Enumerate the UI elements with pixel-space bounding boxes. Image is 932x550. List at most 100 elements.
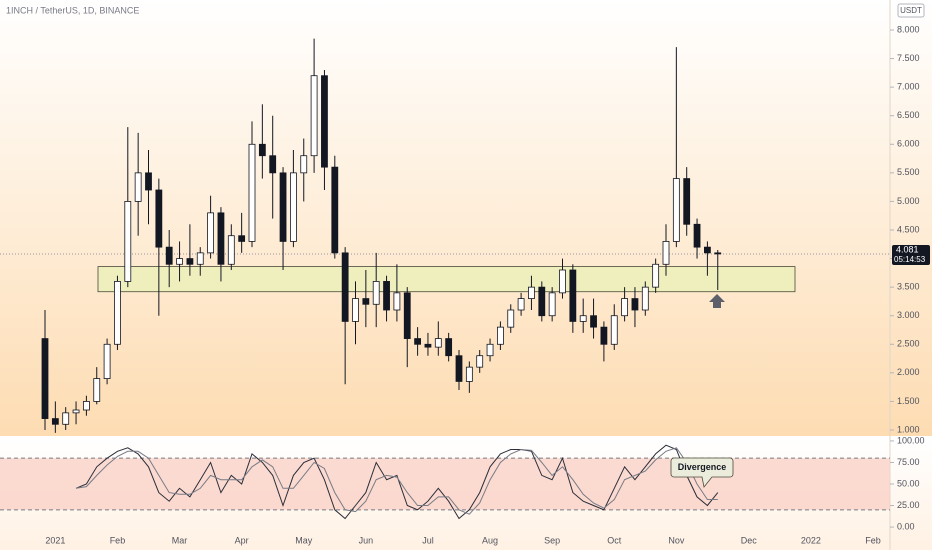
candle-body bbox=[289, 172, 297, 242]
y-tick-label: 7.000 bbox=[897, 82, 920, 92]
y2-tick-label: 75.00 bbox=[897, 457, 920, 467]
candle-body bbox=[165, 246, 173, 265]
candle-body bbox=[414, 338, 422, 345]
candle-body bbox=[434, 338, 442, 348]
candle-body bbox=[321, 75, 328, 168]
y-tick-label: 6.500 bbox=[897, 110, 920, 120]
candle-body bbox=[134, 172, 142, 202]
candle-body bbox=[590, 315, 597, 328]
candle-body bbox=[51, 418, 59, 425]
candle-body bbox=[145, 172, 152, 191]
y-tick-label: 6.000 bbox=[897, 139, 920, 149]
candle-body bbox=[507, 309, 515, 328]
candle-body bbox=[72, 409, 80, 414]
x-tick-label: Nov bbox=[668, 535, 685, 545]
candle-body bbox=[652, 263, 660, 288]
candle-body bbox=[610, 315, 618, 345]
x-tick-label: Sep bbox=[544, 535, 560, 545]
candle-body bbox=[393, 292, 401, 311]
candle-body bbox=[217, 212, 225, 265]
candle-body bbox=[331, 166, 339, 254]
candle-body bbox=[103, 343, 111, 379]
annotation-bubble bbox=[670, 457, 734, 488]
candle-body bbox=[455, 355, 463, 382]
candle-body bbox=[186, 258, 194, 265]
support-zone bbox=[97, 266, 796, 293]
candle-body bbox=[383, 281, 390, 311]
x-tick-label: Apr bbox=[235, 535, 249, 545]
candle-body bbox=[662, 241, 670, 265]
candle-body bbox=[227, 235, 235, 265]
candle-body bbox=[496, 326, 504, 345]
candle-body bbox=[641, 286, 649, 311]
plot: 1.0001.5002.0002.5003.0003.5004.0004.500… bbox=[0, 24, 930, 545]
candle-body bbox=[683, 178, 691, 225]
y-tick-label: 2.000 bbox=[897, 367, 920, 377]
indicator-band bbox=[0, 458, 890, 510]
candle-body bbox=[341, 252, 349, 322]
y-tick-label: 3.500 bbox=[897, 282, 920, 292]
countdown-label: 05:14:53 bbox=[894, 255, 926, 264]
y2-tick-label: 0.00 bbox=[897, 521, 915, 531]
indicator-line bbox=[75, 447, 718, 515]
candle-body bbox=[714, 252, 722, 255]
candle-body bbox=[269, 155, 277, 174]
candle-body bbox=[569, 269, 577, 322]
candle-body bbox=[476, 355, 484, 368]
candle-body bbox=[538, 286, 546, 317]
candle-body bbox=[517, 298, 525, 311]
y2-tick-label: 100.00 bbox=[897, 435, 925, 445]
annotation-label: Divergence bbox=[678, 462, 727, 472]
candle-body bbox=[279, 172, 287, 242]
candle-body bbox=[248, 143, 256, 242]
candle-body bbox=[62, 412, 70, 425]
x-tick-label: 2022 bbox=[801, 535, 821, 545]
candle-body bbox=[704, 246, 711, 254]
x-tick-label: May bbox=[295, 535, 313, 545]
last-price-label: 4.081 bbox=[896, 244, 919, 254]
y-tick-label: 3.000 bbox=[897, 310, 920, 320]
candle-body bbox=[196, 252, 204, 265]
chart-title: 1INCH / TetherUS, 1D, BINANCE bbox=[6, 5, 139, 15]
candle-body bbox=[465, 366, 473, 382]
main-pane bbox=[0, 0, 932, 436]
y-tick-label: 7.500 bbox=[897, 53, 920, 63]
last-price-box bbox=[892, 244, 930, 265]
x-tick-label: Aug bbox=[482, 535, 498, 545]
candle-body bbox=[693, 223, 701, 248]
candle-body bbox=[258, 143, 266, 157]
currency-box bbox=[897, 3, 925, 18]
y-tick-label: 5.000 bbox=[897, 196, 920, 206]
candle-body bbox=[362, 298, 370, 305]
y-tick-label: 1.500 bbox=[897, 396, 920, 406]
x-tick-label: 2021 bbox=[45, 535, 65, 545]
candle-body bbox=[207, 212, 215, 254]
candle-body bbox=[548, 292, 556, 317]
candle-body bbox=[424, 343, 432, 348]
candle-body bbox=[486, 343, 494, 357]
candle-body bbox=[403, 292, 411, 339]
candle-body bbox=[621, 298, 628, 317]
candle-body bbox=[93, 378, 101, 402]
candle-body bbox=[372, 281, 380, 305]
candle-body bbox=[352, 298, 359, 322]
candle-body bbox=[672, 178, 680, 242]
x-tick-label: Feb bbox=[110, 535, 126, 545]
x-tick-label: Jun bbox=[359, 535, 374, 545]
x-tick-label: Jul bbox=[422, 535, 434, 545]
y-tick-label: 1.000 bbox=[897, 424, 920, 434]
candle-body bbox=[114, 281, 121, 345]
candle-body bbox=[559, 269, 566, 294]
x-tick-label: Mar bbox=[172, 535, 188, 545]
candle-body bbox=[579, 315, 587, 322]
y2-tick-label: 25.00 bbox=[897, 500, 920, 510]
y-tick-label: 8.000 bbox=[897, 24, 920, 34]
indicator-line bbox=[75, 444, 719, 520]
candle-body bbox=[310, 75, 318, 157]
candle-body bbox=[41, 338, 49, 419]
candle-body bbox=[83, 401, 90, 411]
y-tick-label: 5.500 bbox=[897, 167, 920, 177]
y-tick-label: 4.500 bbox=[897, 224, 920, 234]
y-tick-label: 2.500 bbox=[897, 339, 920, 349]
